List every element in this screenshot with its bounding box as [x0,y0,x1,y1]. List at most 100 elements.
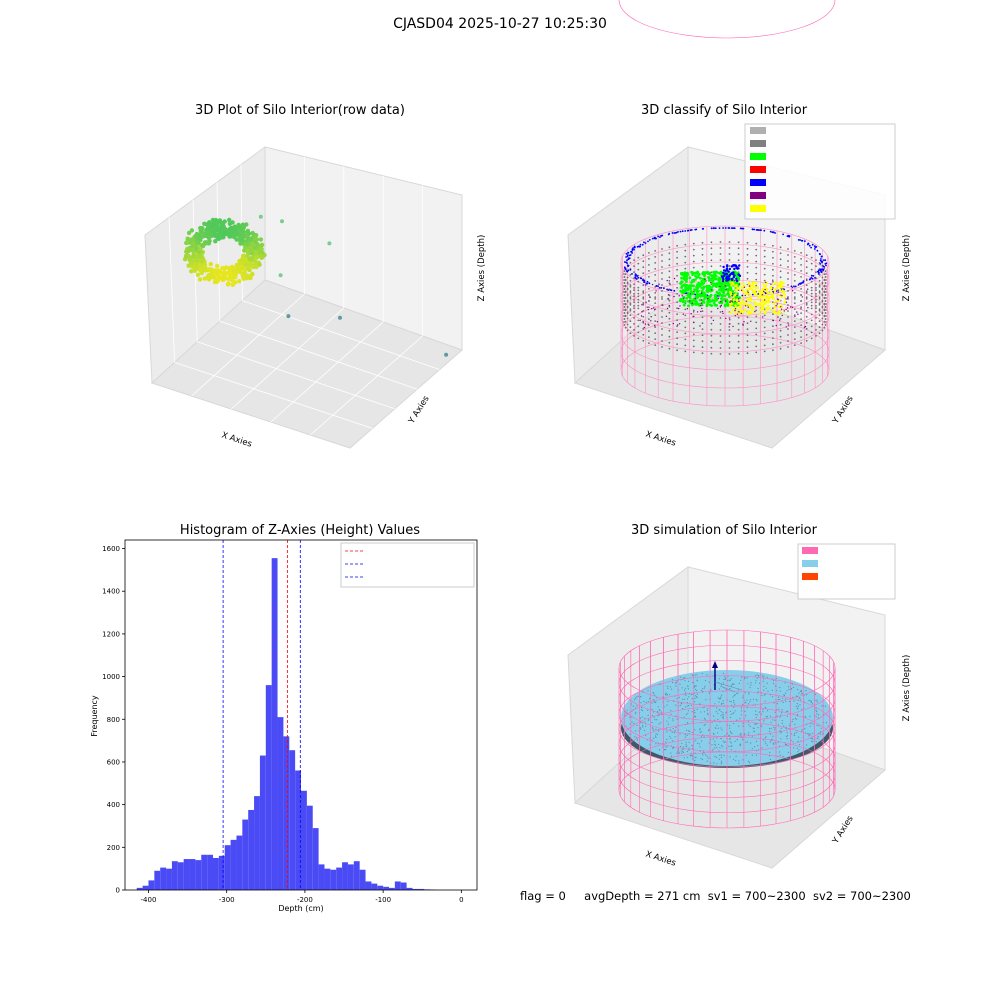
plot-frame [124,539,478,891]
histogram-bar [271,558,278,890]
histogram-bar [259,755,266,890]
histogram-bar [201,854,208,890]
legend-swatch [750,127,766,134]
panel-raw-data: X Axies Y Axies Z Axies (Depth) [144,146,487,450]
outlier-point [280,219,284,224]
legend-swatch [750,166,766,173]
histogram-bar [347,864,354,890]
y-tick-label: 400 [107,801,120,809]
sv2-value: sv2 = 700~2300 [812,889,911,903]
histogram-bar [218,855,225,890]
histogram-bar [418,888,425,890]
legend-swatch [750,140,766,147]
histogram-bar [183,859,190,890]
panel4-title: 3D simulation of Silo Interior [631,523,817,538]
legend-box [340,542,475,588]
histogram-bar [189,859,196,890]
classified-points [623,227,828,329]
histogram-bar [359,869,366,890]
histogram-bars [136,558,436,890]
threshold-lines [222,540,301,890]
histogram-bar [306,805,313,890]
y-tick-label: 0 [116,887,120,895]
sv1-value: sv1 = 700~2300 [707,889,806,903]
histogram-bar [283,736,290,890]
outlier-point [327,241,332,246]
histogram-bar [295,770,301,890]
x-tick-label: 0 [459,896,463,904]
outlier-point [258,214,263,219]
legend-box [744,123,896,220]
panel1-title: 3D Plot of Silo Interior(row data) [195,103,405,118]
histogram-bar [412,888,419,890]
xlabel: X Axies [220,430,253,449]
outlier-point [278,273,283,278]
histogram-bar [400,882,407,890]
xlabel: X Axies [644,429,677,448]
histogram-bar [371,883,378,890]
histogram-bar [394,881,401,890]
y-tick-label: 600 [107,758,120,766]
histogram-bar [301,790,307,890]
ylabel: Y Axies [830,394,856,427]
status-line: flag = 0 avgDepth = 271 cm sv1 = 700~230… [520,889,911,903]
x-tick-label: -100 [375,896,391,904]
legend-swatch [802,547,818,554]
silo-wireframe [620,225,830,407]
legend-swatch [802,560,818,567]
histogram-bar [312,828,319,890]
outlier-point [444,352,449,357]
pane-floor [151,279,463,449]
ylabel: Y Axies [406,394,432,427]
y-tick-label: 1400 [102,588,120,596]
legend [340,542,475,588]
histogram-bar [171,861,178,890]
x-tick-label: -200 [297,896,313,904]
histogram-bar [207,854,213,890]
xlabel: Depth (cm) [278,904,323,913]
legend-swatch [802,573,818,580]
histogram-bar [353,861,360,890]
panel-classify: X Axies Y Axies Z Axies (Depth) [567,123,912,449]
legend [797,543,896,600]
histogram-bar [166,868,172,890]
xlabel: X Axies [644,849,677,868]
histogram-bar [148,880,155,890]
histogram-bar [230,839,237,890]
y-tick-label: 1600 [102,545,120,553]
pane-floor [574,279,886,449]
histogram-bar [195,860,202,890]
y-tick-label: 200 [107,844,120,852]
histogram-bar [289,750,296,890]
auger-marker [712,661,743,693]
y-tick-label: 800 [107,716,120,724]
ylabel: Y Axies [830,814,856,847]
outlier-point [338,315,342,320]
histogram-bar [406,887,413,890]
histogram-bar [236,835,243,890]
zlabel: Z Axies (Depth) [902,235,912,302]
zlabel: Z Axies (Depth) [902,655,912,722]
histogram-bar [377,885,384,890]
panel-histogram: -400 -300 -200 -100 0 0 200 400 600 800 1000 1200 1… [90,539,478,913]
histogram-bar [342,862,348,890]
legend [744,123,896,220]
y-tick-label: 1200 [102,630,120,638]
histogram-bar [242,819,249,890]
histogram-bar [248,809,255,890]
y-tick-label: 1000 [102,673,120,681]
panel3-title: Histogram of Z-Axies (Height) Values [179,523,421,538]
histogram-bar [330,869,337,890]
histogram-bar [383,886,389,890]
histogram-bar [142,885,149,890]
legend-swatch [750,153,766,160]
histogram-bar [224,845,231,890]
histogram-bar [365,881,372,890]
x-tick-label: -300 [219,896,235,904]
silo-wireframe [618,629,836,829]
histogram-bar [177,862,184,890]
histogram-bar [213,857,219,890]
panel-simulation: X Axies Y Axies Z Axies (Depth) [567,0,912,869]
histogram-bar [324,868,331,890]
avg-depth-value: avgDepth = 271 cm [584,889,701,903]
